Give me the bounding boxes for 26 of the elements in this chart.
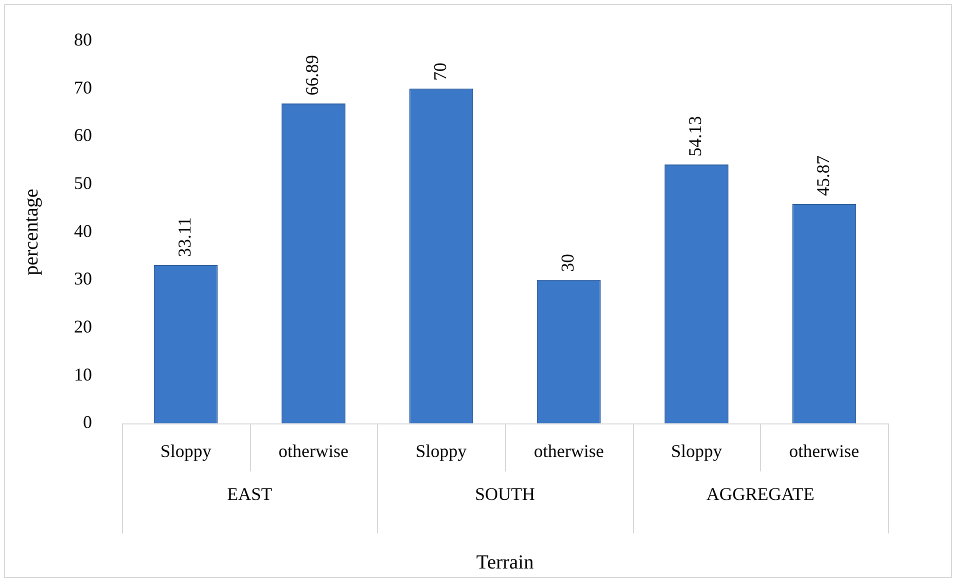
x-tick-label: otherwise bbox=[534, 440, 604, 461]
y-axis-title: percentage bbox=[20, 188, 42, 276]
data-label: 33.11 bbox=[174, 217, 195, 258]
x-tick-label: Sloppy bbox=[416, 440, 467, 461]
text: AGGREGATE bbox=[706, 484, 814, 504]
text: EAST bbox=[227, 484, 272, 504]
y-tick-label: 20 bbox=[74, 316, 92, 336]
x-tick-label: Sloppy bbox=[670, 440, 722, 461]
data-label: 45.87 bbox=[812, 156, 833, 196]
y-tick-label: 40 bbox=[74, 220, 92, 241]
y-tick-label: 0 bbox=[83, 412, 92, 432]
data-label: 70 bbox=[430, 62, 450, 81]
x-axis-title: Terrain bbox=[476, 551, 534, 574]
data-label: 66.89 bbox=[302, 55, 322, 96]
y-tick-label: 80 bbox=[74, 30, 92, 50]
y-tick-label: 70 bbox=[74, 77, 92, 98]
data-label: 30 bbox=[558, 254, 578, 272]
y-tick-label: 30 bbox=[74, 268, 92, 289]
text: SOUTH bbox=[474, 484, 536, 504]
data-label: 54.13 bbox=[685, 116, 706, 157]
y-tick-label: 10 bbox=[74, 364, 92, 384]
x-tick-label: otherwise bbox=[789, 440, 860, 461]
y-tick-label: 50 bbox=[74, 173, 92, 194]
x-tick-label: otherwise bbox=[278, 440, 348, 461]
y-tick-label: 60 bbox=[74, 125, 92, 146]
x-tick-label: Sloppy bbox=[160, 440, 212, 461]
